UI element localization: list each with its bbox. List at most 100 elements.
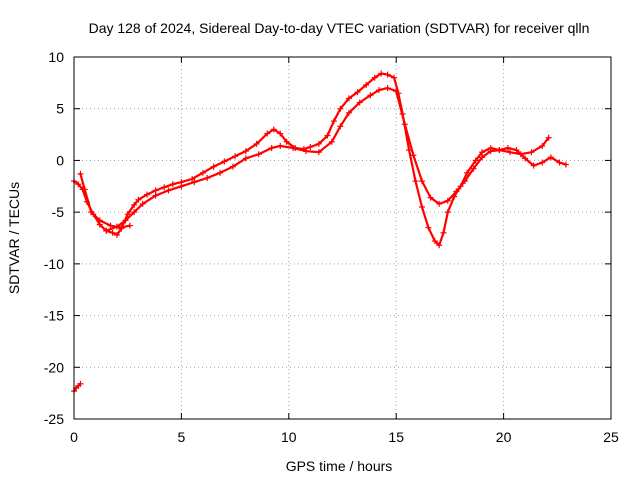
data-point [418, 203, 425, 210]
data-point [77, 170, 84, 177]
data-point [472, 157, 479, 164]
data-point [204, 175, 211, 182]
data-point [436, 242, 443, 249]
data-point [337, 123, 344, 130]
data-point [283, 138, 290, 145]
data-point [427, 194, 434, 201]
data-point [118, 224, 125, 231]
data-point [242, 155, 249, 162]
data-point [302, 148, 309, 155]
data-point [345, 109, 352, 116]
data-point [479, 149, 486, 156]
data-point [217, 169, 224, 176]
data-point [270, 126, 277, 133]
y-tick-label: 0 [56, 152, 64, 168]
data-point [539, 142, 546, 149]
y-axis-label: SDTVAR / TECUs [6, 182, 22, 294]
x-tick-label: 10 [281, 429, 297, 445]
data-point [75, 181, 82, 188]
y-tick-label: 10 [48, 49, 64, 65]
data-point [356, 99, 363, 106]
data-point [139, 200, 146, 207]
data-point [103, 227, 110, 234]
data-point [232, 153, 239, 160]
data-point [122, 217, 129, 224]
data-point [199, 169, 206, 176]
data-point [470, 165, 477, 172]
data-point [401, 121, 408, 128]
data-point [330, 118, 337, 125]
data-point [113, 231, 120, 238]
data-point [126, 222, 133, 229]
data-point [107, 222, 114, 229]
series-2 [103, 85, 552, 234]
y-tick-label: 5 [56, 101, 64, 117]
data-point [337, 105, 344, 112]
y-tick-label: -10 [44, 256, 64, 272]
series-line [105, 86, 550, 232]
data-point [562, 161, 569, 168]
data-point [431, 238, 438, 245]
data-point [556, 159, 563, 166]
x-tick-label: 20 [496, 429, 512, 445]
data-point [345, 95, 352, 102]
data-point [169, 181, 176, 188]
data-point [522, 155, 529, 162]
data-point [487, 148, 494, 155]
chart-title: Day 128 of 2024, Sidereal Day-to-day VTE… [89, 20, 590, 36]
data-point [444, 209, 451, 216]
data-point [268, 145, 275, 152]
data-point [315, 140, 322, 147]
data-point [328, 138, 335, 145]
data-point [530, 162, 537, 169]
data-point [96, 217, 103, 224]
data-point [453, 188, 460, 195]
data-point [131, 209, 138, 216]
data-point [290, 145, 297, 152]
data-point [242, 148, 249, 155]
data-point [210, 163, 217, 170]
data-point [378, 70, 385, 77]
y-tick-label: -20 [44, 359, 64, 375]
data-point [528, 149, 535, 156]
data-point [367, 92, 374, 99]
axes: 0 5 10 15 20 25 10 5 0 -5 -10 -15 -20 -25 [44, 49, 619, 445]
y-tick-label: -25 [44, 411, 64, 427]
data-point [124, 211, 131, 218]
data-point [376, 87, 383, 94]
grid [74, 57, 611, 419]
data-point [444, 197, 451, 204]
data-point [221, 158, 228, 165]
data-point [152, 187, 159, 194]
data-point [464, 169, 471, 176]
data-point [255, 151, 262, 158]
data-point [391, 74, 398, 81]
data-point [425, 224, 432, 231]
series-line [72, 382, 82, 393]
series-3 [77, 170, 133, 231]
plot-frame [73, 56, 612, 420]
data-point [440, 229, 447, 236]
data-point [363, 81, 370, 88]
series-4 [71, 380, 84, 395]
x-axis-label: GPS time / hours [286, 458, 393, 474]
data-point [109, 229, 116, 236]
data-point [191, 179, 198, 186]
data-point [418, 178, 425, 185]
data-point [393, 88, 400, 95]
plot-area [71, 70, 569, 395]
data-point [152, 192, 159, 199]
series-line [79, 172, 131, 229]
data-point [229, 163, 236, 170]
data-point [189, 176, 196, 183]
data-point [81, 186, 88, 193]
series-1 [71, 70, 569, 249]
data-point [507, 149, 514, 156]
data-point [436, 200, 443, 207]
data-point [264, 130, 271, 137]
data-point [412, 178, 419, 185]
x-tick-label: 5 [178, 429, 186, 445]
data-point [161, 184, 168, 191]
data-point [88, 209, 95, 216]
